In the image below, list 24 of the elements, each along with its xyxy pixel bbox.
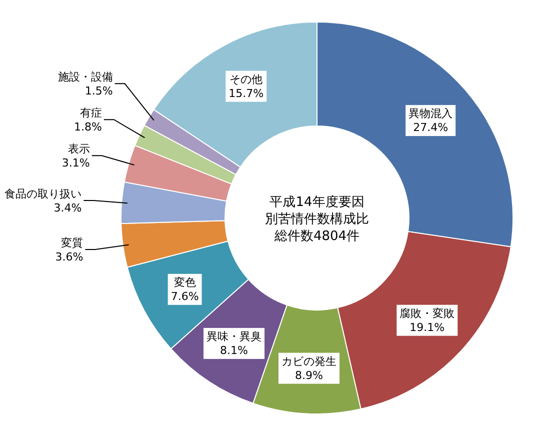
data-label: 1.5%: [84, 84, 113, 98]
text: 平成14年度要因別苦情件数構成比: [265, 194, 369, 227]
slice-label: 表示: [68, 142, 90, 156]
data-label: 7.6%: [170, 290, 199, 303]
data-label: 1.8%: [74, 120, 102, 134]
data-label: 8.9%: [295, 368, 323, 382]
slice-label: 変質: [61, 236, 84, 250]
data-label: 15.7%: [228, 86, 264, 100]
data-label: 3.6%: [55, 250, 84, 264]
slice-label: 施設・設備: [58, 70, 113, 84]
slice-label: カビの発生: [282, 354, 337, 368]
slice-label: 腐敗・変敗: [400, 306, 455, 320]
slice-label: 食品の取り扱い: [4, 187, 82, 200]
slice-label: その他: [230, 72, 263, 86]
text: 総件数4804件: [273, 229, 360, 244]
data-label: 19.1%: [410, 320, 445, 334]
data-label: 3.1%: [62, 156, 90, 170]
slice-label: 異物混入: [408, 107, 453, 120]
data-label: 8.1%: [220, 344, 248, 357]
data-label: 27.4%: [413, 121, 448, 134]
slice-label: 変色: [174, 276, 196, 289]
slice-label: 異味・異臭: [206, 330, 262, 343]
slice-label: 有症: [80, 106, 102, 120]
data-label: 3.4%: [54, 201, 82, 214]
